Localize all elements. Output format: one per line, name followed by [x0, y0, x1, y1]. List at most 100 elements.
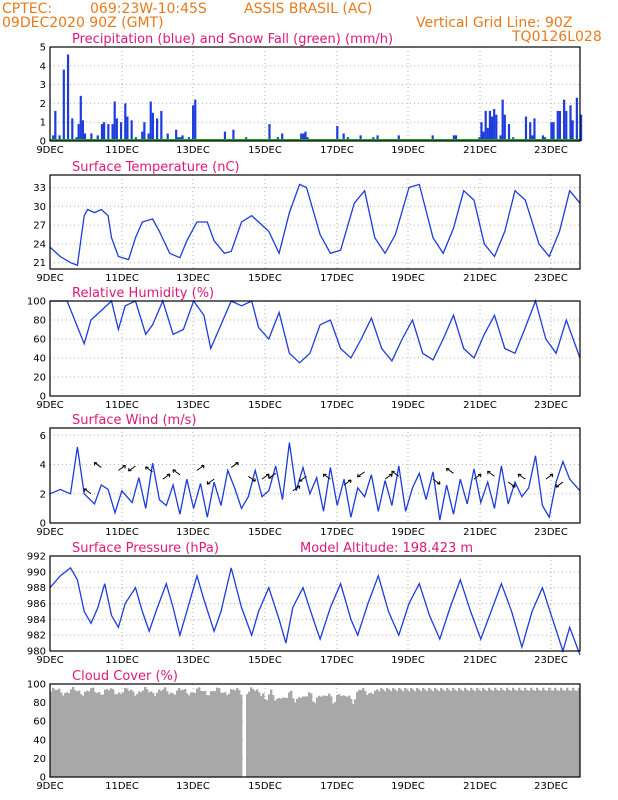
wind-arrow — [384, 473, 393, 480]
cloud-col — [154, 695, 157, 777]
cloud-col — [104, 689, 107, 777]
wind-arrow — [473, 473, 482, 480]
cloud-col — [414, 691, 417, 777]
precip-bar — [499, 135, 502, 141]
precip-bar — [558, 110, 561, 141]
cloud-col — [172, 693, 175, 777]
wind-arrow-head — [93, 461, 98, 466]
y-tick-label: 60 — [33, 717, 46, 728]
cloud-col — [364, 691, 367, 777]
cloud-col — [192, 692, 195, 777]
precip-bar — [359, 135, 362, 141]
cloud-col — [550, 690, 553, 777]
panel-cloud: 0 20 40 60 80 100 9DEC 11DEC 13DEC 15DEC 17DEC 19DE… — [27, 669, 581, 792]
x-tick-label: 17DEC — [320, 781, 354, 792]
cloud-col — [162, 689, 165, 777]
cloud-col — [178, 687, 181, 777]
x-tick-label: 17DEC — [320, 273, 354, 284]
wind-arrow-head — [389, 473, 393, 478]
pres-line — [49, 566, 581, 656]
wind-arrow-head — [235, 461, 239, 466]
wind-arrow — [83, 488, 92, 495]
cloud-col — [392, 688, 395, 777]
cloud-col — [428, 687, 431, 777]
precip-bar — [501, 99, 504, 141]
cloud-col — [458, 687, 461, 777]
cloud-col — [450, 691, 453, 777]
cloud-col — [456, 691, 459, 777]
wind-line — [49, 442, 581, 521]
wind-arrow-head — [436, 481, 441, 485]
precip-bar — [569, 105, 572, 141]
cloud-col — [252, 689, 255, 777]
cloud-col — [546, 690, 549, 777]
header-location: ASSIS BRASIL (AC) — [244, 1, 373, 17]
cloud-col — [210, 691, 213, 777]
cloud-col — [236, 688, 239, 777]
y-tick-label: 986 — [27, 599, 46, 610]
cloud-col — [396, 691, 399, 777]
precip-bar — [490, 116, 494, 141]
cloud-col — [452, 687, 455, 777]
precip-bar — [529, 122, 532, 141]
x-tick-label: 21DEC — [463, 400, 497, 411]
cloud-col — [92, 687, 95, 777]
cloud-col — [332, 703, 335, 777]
cloud-col — [566, 687, 569, 777]
cloud-col — [354, 699, 357, 777]
cloud-col — [554, 687, 557, 777]
cloud-col — [194, 692, 197, 777]
wind-arrow — [172, 469, 181, 476]
cloud-col — [170, 692, 173, 777]
cloud-col — [524, 687, 527, 777]
cloud-col — [306, 696, 309, 777]
header-source: CPTEC: — [2, 1, 53, 17]
precip-bar — [113, 101, 116, 141]
wind-arrow-head — [487, 470, 491, 475]
cloud-col — [110, 688, 113, 777]
cloud-col — [118, 692, 121, 777]
wind-arrow-head — [512, 483, 516, 488]
precip-bar — [181, 135, 184, 141]
cloud-col — [356, 692, 359, 777]
precip-bar — [126, 116, 129, 141]
x-tick-label: 11DEC — [105, 273, 139, 284]
precip-bar — [175, 129, 178, 141]
wind-arrow-head — [200, 464, 205, 469]
cloud-col — [176, 690, 179, 777]
y-tick-label: 100 — [27, 680, 46, 691]
cloud-col — [180, 690, 183, 777]
x-tick-label: 15DEC — [248, 655, 282, 666]
wind-arrow — [343, 479, 352, 486]
cloud-col — [420, 691, 423, 777]
cloud-col — [284, 697, 287, 777]
cloud-col — [316, 697, 319, 777]
cloud-col — [148, 692, 151, 777]
panel-rh: 0 20 40 60 80 100 9DEC 11DEC 13DEC 15DEC 17DEC 19DE… — [27, 286, 581, 411]
x-tick-label: 15DEC — [248, 273, 282, 284]
cloud-col — [188, 695, 191, 777]
cloud-col — [280, 698, 283, 777]
cloud-col — [202, 691, 205, 777]
x-tick-label: 23DEC — [534, 655, 568, 666]
x-tick-label: 11DEC — [105, 781, 139, 792]
precip-bar — [115, 118, 118, 141]
cloud-col — [82, 695, 85, 777]
wind-arrow — [128, 465, 136, 472]
precip-bar — [431, 135, 434, 141]
cloud-col — [482, 687, 485, 777]
wind-arrow — [432, 478, 441, 485]
wind-arrow — [507, 481, 516, 488]
precip-bar — [160, 110, 163, 141]
wind-arrow — [268, 472, 276, 479]
precip-bar — [66, 54, 70, 141]
cloud-col — [200, 690, 203, 777]
cloud-col — [510, 690, 513, 777]
cloud-col — [142, 690, 145, 777]
wind-arrow — [292, 485, 301, 492]
cloud-col — [362, 687, 365, 777]
wind-arrow — [446, 467, 454, 474]
wind-title: Surface Wind (m/s) — [72, 413, 196, 428]
wind-arrow-head — [549, 473, 554, 478]
x-tick-label: 13DEC — [176, 273, 210, 284]
